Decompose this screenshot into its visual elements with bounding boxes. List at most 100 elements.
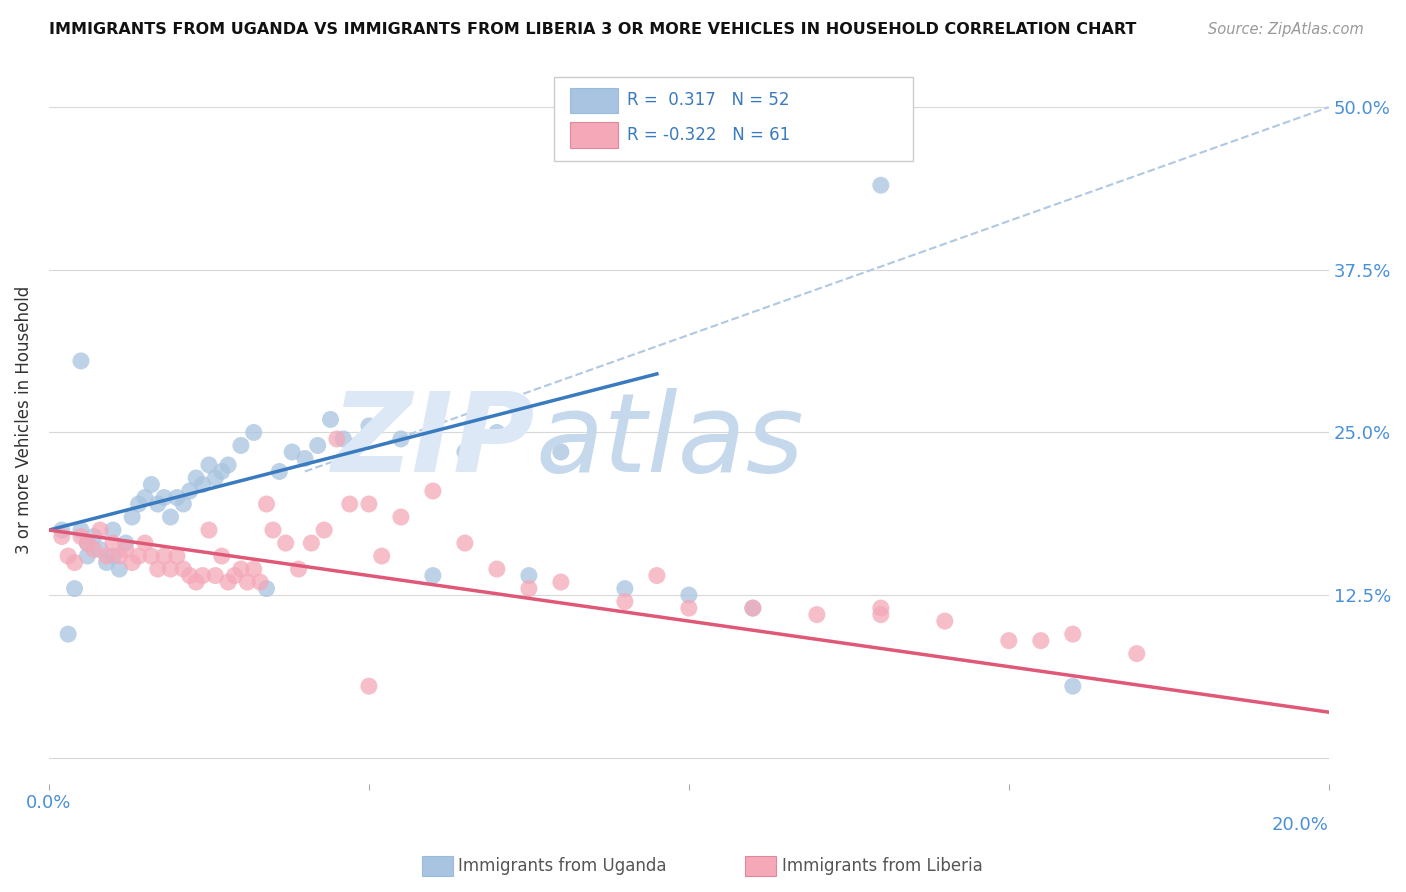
Bar [569,122,619,148]
Point [128,549,150,563]
Point [63,582,86,596]
Point [236,575,259,590]
Point [869,601,891,615]
Text: Source: ZipAtlas.com: Source: ZipAtlas.com [1208,22,1364,37]
Point [678,601,700,615]
Point [299,536,322,550]
Point [485,425,508,440]
Point [1062,627,1084,641]
Point [357,679,380,693]
Point [454,445,477,459]
Point [389,510,412,524]
Point [741,601,763,615]
Text: ZIP: ZIP [332,388,536,495]
Text: R =  0.317   N = 52: R = 0.317 N = 52 [627,91,790,110]
Point [741,601,763,615]
Text: atlas: atlas [536,388,804,495]
Point [76,536,98,550]
Point [307,438,329,452]
Point [262,523,284,537]
Bar [422,856,453,876]
Point [121,556,143,570]
Point [294,451,316,466]
Point [121,510,143,524]
Point [242,562,264,576]
Point [76,549,98,563]
Point [101,549,124,563]
Point [198,458,221,472]
Point [51,529,73,543]
Point [141,477,163,491]
Point [332,432,354,446]
Point [326,432,349,446]
Point [166,549,188,563]
Point [56,549,79,563]
Point [141,549,163,563]
Bar [745,856,776,876]
Point [370,549,392,563]
Point [422,568,444,582]
Point [186,471,208,485]
Point [204,471,226,485]
Point [217,575,239,590]
Point [134,491,156,505]
Point [550,445,572,459]
Point [287,562,309,576]
FancyBboxPatch shape [554,77,912,161]
Point [134,536,156,550]
Point [517,582,540,596]
Point [645,568,668,582]
Point [114,536,136,550]
Point [179,483,201,498]
Point [114,542,136,557]
Point [146,497,169,511]
Bar [569,88,619,113]
Point [256,497,278,511]
Point [70,354,93,368]
Point [806,607,828,622]
Text: Immigrants from Liberia: Immigrants from Liberia [782,857,983,875]
Text: R = -0.322   N = 61: R = -0.322 N = 61 [627,126,790,144]
Point [389,432,412,446]
Y-axis label: 3 or more Vehicles in Household: 3 or more Vehicles in Household [15,285,32,554]
Point [613,594,636,608]
Point [281,445,304,459]
Text: 20.0%: 20.0% [1272,816,1329,834]
Point [96,556,118,570]
Point [319,412,342,426]
Point [217,458,239,472]
Point [869,607,891,622]
Point [51,523,73,537]
Point [179,568,201,582]
Point [89,523,111,537]
Point [256,582,278,596]
Point [211,549,233,563]
Point [229,438,252,452]
Point [153,549,176,563]
Point [191,568,214,582]
Point [198,523,221,537]
Point [517,568,540,582]
Point [153,491,176,505]
Point [108,562,131,576]
Point [63,556,86,570]
Point [96,549,118,563]
Point [344,438,367,452]
Point [224,568,246,582]
Text: IMMIGRANTS FROM UGANDA VS IMMIGRANTS FROM LIBERIA 3 OR MORE VEHICLES IN HOUSEHOL: IMMIGRANTS FROM UGANDA VS IMMIGRANTS FRO… [49,22,1136,37]
Point [550,575,572,590]
Point [229,562,252,576]
Point [314,523,336,537]
Point [998,633,1021,648]
Point [166,491,188,505]
Point [1029,633,1052,648]
Point [56,627,79,641]
Point [186,575,208,590]
Point [678,588,700,602]
Point [89,542,111,557]
Point [159,562,181,576]
Point [357,419,380,434]
Point [454,536,477,550]
Point [339,497,361,511]
Point [70,523,93,537]
